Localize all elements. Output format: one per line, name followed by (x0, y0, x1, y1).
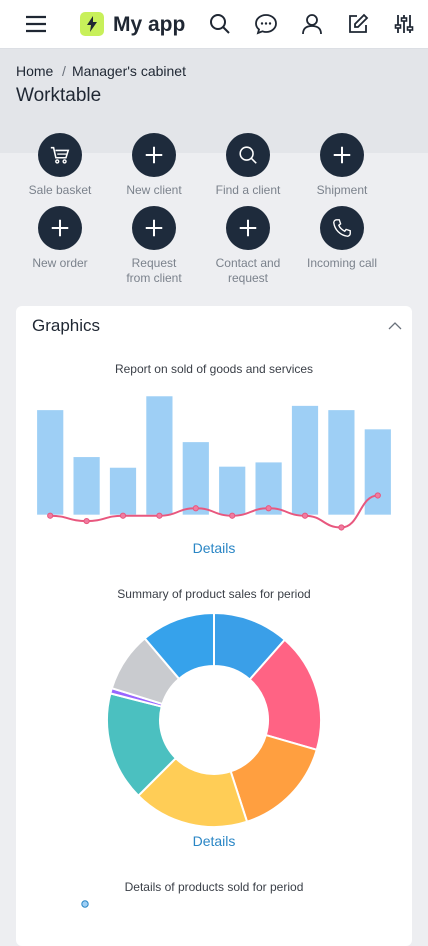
line-point (83, 517, 90, 525)
line-point (119, 512, 127, 519)
bar (37, 410, 64, 515)
action-label: Incoming call (306, 256, 378, 270)
bar (146, 396, 173, 515)
action-find-client[interactable]: Find a client (200, 133, 296, 198)
line-point (374, 492, 381, 499)
action-circle (226, 206, 270, 250)
edit-icon[interactable] (346, 12, 370, 36)
pie-slice (143, 611, 215, 681)
plus-icon (239, 219, 257, 237)
details-link[interactable]: Details (192, 540, 236, 556)
menu-icon[interactable] (24, 12, 48, 36)
bar-line-chart (37, 396, 391, 531)
action-label: New order (32, 256, 88, 270)
bar (219, 466, 246, 515)
plus-icon (51, 219, 69, 237)
cart-icon (50, 146, 70, 164)
bar (109, 467, 137, 515)
action-request-from-client[interactable]: Request from client (106, 206, 202, 286)
app-title: My app (113, 13, 186, 36)
action-circle (132, 133, 176, 177)
line-point (229, 512, 236, 519)
donut-chart (106, 611, 322, 828)
details-link[interactable]: Details (192, 833, 236, 849)
action-label: Request from client (126, 256, 182, 285)
action-circle (132, 206, 176, 250)
line-point (338, 524, 345, 531)
chat-icon[interactable] (254, 12, 278, 36)
top-bar: My app (0, 0, 428, 49)
action-circle (226, 133, 270, 177)
bar (182, 442, 209, 515)
action-sale-basket[interactable]: Sale basket (12, 133, 108, 198)
search-icon (239, 146, 257, 164)
bar (291, 405, 319, 515)
bar (328, 410, 355, 515)
line-point (192, 505, 199, 512)
bar (73, 457, 100, 515)
action-label: New client (126, 183, 182, 197)
line-point (265, 505, 272, 512)
action-shipment[interactable]: Shipment (294, 133, 390, 198)
plus-icon (145, 219, 163, 237)
chart-title-sales-report: Report on sold of goods and services (114, 362, 314, 376)
breadcrumb-separator: / (62, 63, 66, 79)
action-circle (320, 206, 364, 250)
search-icon[interactable] (208, 12, 232, 36)
chevron-up-icon[interactable] (388, 320, 402, 332)
line-point (301, 512, 309, 519)
action-new-order[interactable]: New order (12, 206, 108, 271)
line-point (156, 512, 163, 519)
page-title: Worktable (16, 85, 102, 106)
graphics-card: Graphics Report on sold of goods and ser… (16, 306, 412, 946)
user-icon[interactable] (300, 12, 324, 36)
action-contact-and-request[interactable]: Contact and request (200, 206, 296, 286)
action-label: Shipment (316, 183, 368, 197)
chart-title-details: Details of products sold for period (124, 880, 304, 894)
action-label: Contact and request (215, 256, 281, 285)
action-circle (320, 133, 364, 177)
action-label: Find a client (215, 183, 281, 197)
legend-marker (81, 900, 89, 908)
chart-title-summary: Summary of product sales for period (117, 587, 311, 601)
action-incoming-call[interactable]: Incoming call (294, 206, 390, 271)
plus-icon (333, 146, 351, 164)
phone-icon (333, 219, 351, 237)
plus-icon (145, 146, 163, 164)
action-label: Sale basket (28, 183, 92, 197)
series-line (50, 494, 378, 529)
breadcrumb-home[interactable]: Home (16, 63, 54, 79)
action-new-client[interactable]: New client (106, 133, 202, 198)
card-title: Graphics (32, 316, 101, 335)
action-circle (38, 133, 82, 177)
pie-slice (248, 638, 322, 752)
settings-sliders-icon[interactable] (392, 12, 416, 36)
bar (364, 429, 391, 515)
line-point (47, 512, 54, 519)
logo-icon (80, 12, 104, 36)
breadcrumb-current: Manager's cabinet (72, 63, 186, 79)
action-circle (38, 206, 82, 250)
